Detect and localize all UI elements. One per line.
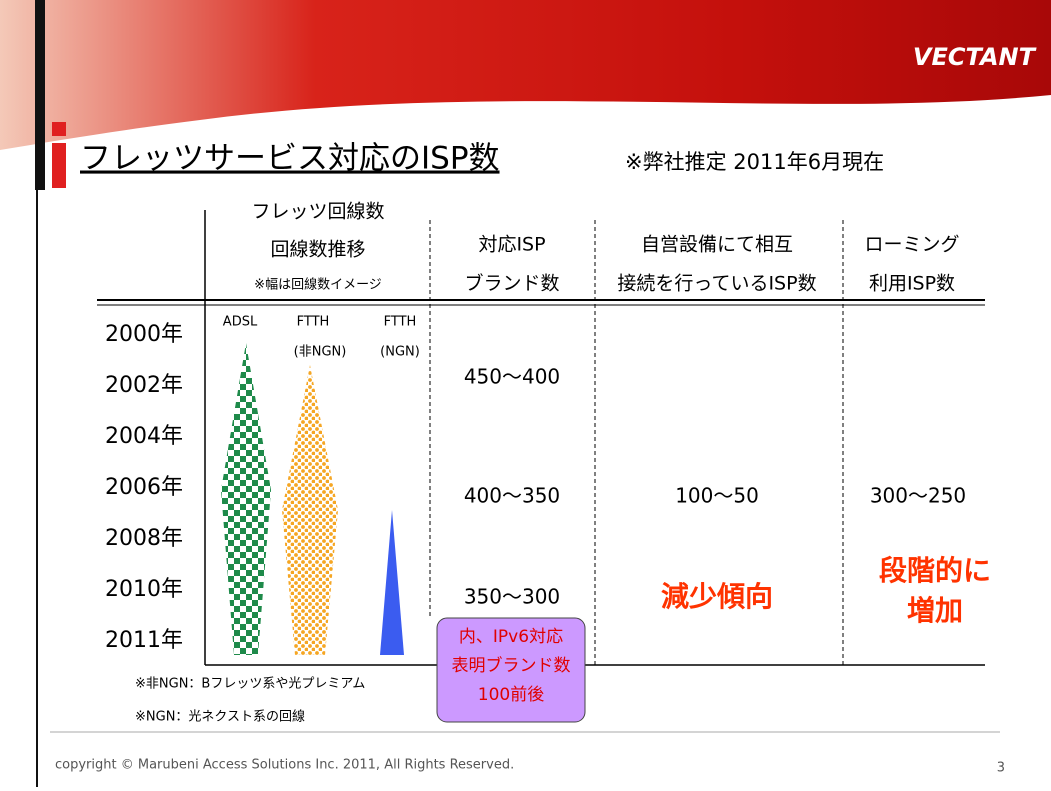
header-note: ※幅は回線数イメージ	[254, 277, 382, 293]
trend: 増加	[907, 594, 963, 627]
line-type: FTTH	[384, 315, 417, 330]
header: 対応ISP	[478, 234, 545, 256]
left-bar	[35, 0, 45, 190]
isp-brands: 350〜300	[464, 585, 560, 609]
isp-brands: 400〜350	[464, 484, 560, 508]
header: 利用ISP数	[869, 273, 955, 295]
line-type: FTTH	[297, 315, 330, 330]
header: 接続を行っているISP数	[617, 273, 816, 295]
callout-text: 表明ブランド数	[452, 655, 571, 676]
copyright: copyright © Marubeni Access Solutions In…	[55, 758, 514, 773]
title-mark	[52, 143, 66, 188]
interconnect: 100〜50	[675, 484, 759, 508]
year: 2010年	[105, 577, 183, 602]
year: 2011年	[105, 628, 183, 653]
line-type: (非NGN)	[294, 345, 347, 360]
callout-text: 内、IPv6対応	[459, 627, 563, 647]
ngn-shape	[380, 510, 404, 655]
isp-brands: 450〜400	[464, 365, 560, 389]
year: 2006年	[105, 475, 183, 500]
header: フレッツ回線数	[251, 201, 384, 223]
roaming: 300〜250	[870, 484, 966, 508]
trend: 段階的に	[879, 554, 991, 587]
header: 自営設備にて相互	[641, 234, 793, 256]
left-rule	[36, 190, 38, 787]
year: 2002年	[105, 373, 183, 398]
callout	[436, 617, 586, 723]
line-type: (NGN)	[380, 345, 420, 360]
trend: 減少傾向	[661, 580, 773, 613]
title-note: ※弊社推定 2011年6月現在	[625, 150, 884, 174]
title: フレッツサービス対応のISP数	[80, 141, 500, 177]
callout-text: 100前後	[478, 685, 544, 705]
logo: VECTANT	[913, 43, 1037, 71]
title-dot	[52, 122, 66, 136]
footnote: ※非NGN：Bフレッツ系や光プレミアム	[135, 677, 365, 692]
year: 2004年	[105, 424, 183, 449]
header: 回線数推移	[270, 239, 365, 261]
year: 2000年	[105, 322, 183, 347]
page-number: 3	[997, 761, 1005, 776]
line-type: ADSL	[223, 315, 258, 330]
banner	[0, 0, 1051, 150]
year: 2008年	[105, 526, 183, 551]
header: ブランド数	[464, 272, 559, 295]
header: ローミング	[864, 234, 959, 256]
adsl-shape	[221, 343, 271, 655]
footnote: ※NGN：光ネクスト系の回線	[135, 709, 305, 725]
ftth-shape	[282, 365, 338, 655]
